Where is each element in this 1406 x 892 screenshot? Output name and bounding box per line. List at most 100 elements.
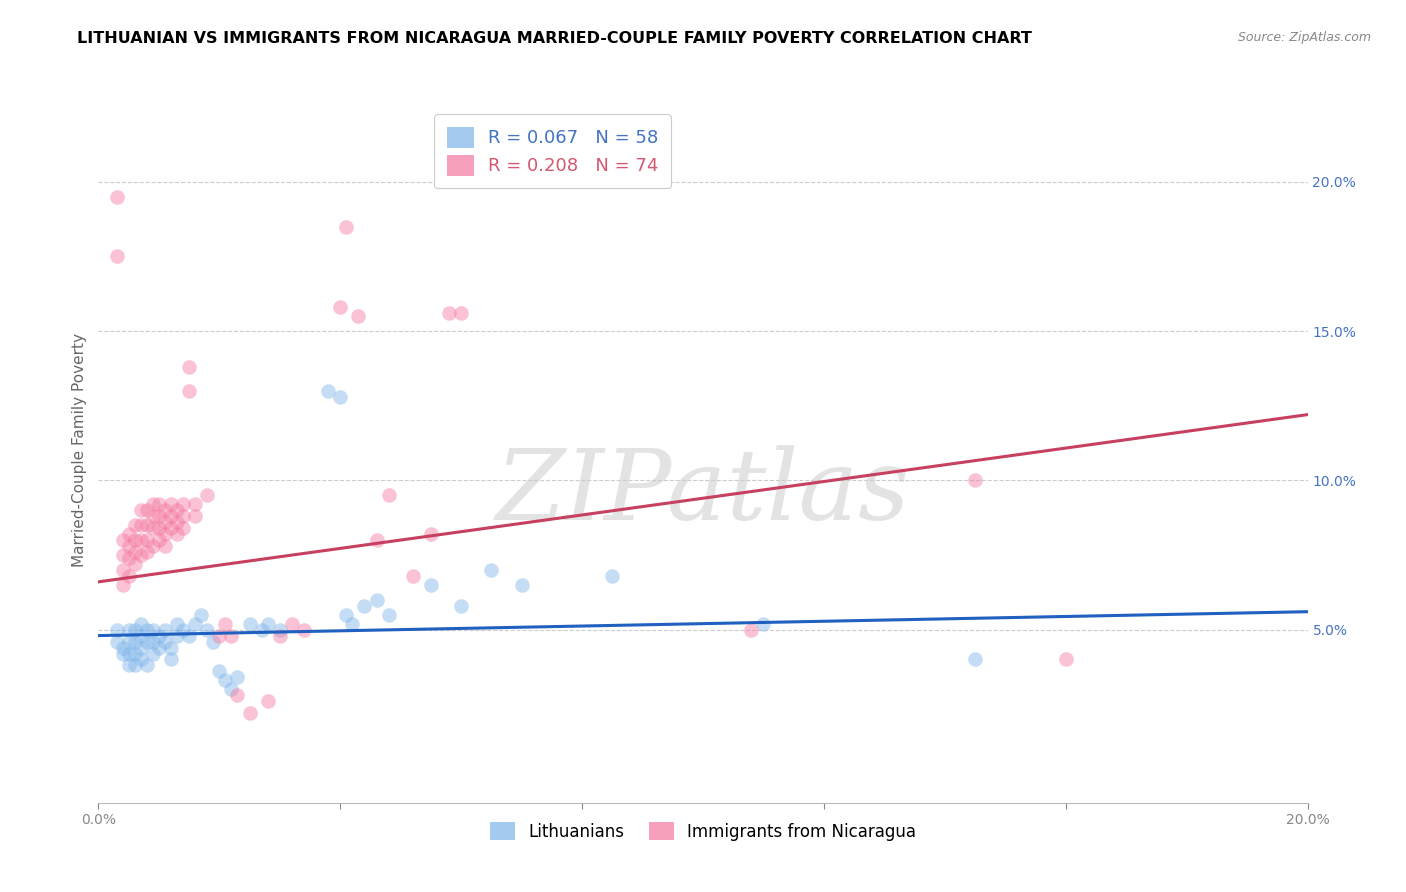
Point bbox=[166, 503, 188, 517]
Point bbox=[450, 599, 472, 613]
Point bbox=[184, 497, 207, 511]
Point bbox=[160, 509, 183, 524]
Point bbox=[129, 616, 152, 631]
Point bbox=[153, 527, 176, 541]
Point bbox=[481, 563, 503, 577]
Point bbox=[129, 533, 152, 547]
Point bbox=[256, 694, 278, 708]
Point bbox=[347, 309, 370, 323]
Point bbox=[329, 390, 352, 404]
Point bbox=[111, 578, 134, 592]
Point bbox=[135, 634, 157, 648]
Point bbox=[129, 629, 152, 643]
Point bbox=[124, 658, 146, 673]
Point bbox=[166, 616, 188, 631]
Point bbox=[179, 629, 201, 643]
Point bbox=[208, 665, 231, 679]
Point bbox=[1054, 652, 1077, 666]
Point bbox=[111, 563, 134, 577]
Point bbox=[740, 623, 762, 637]
Point bbox=[214, 616, 236, 631]
Point bbox=[195, 623, 218, 637]
Point bbox=[221, 682, 243, 697]
Point bbox=[420, 578, 443, 592]
Point bbox=[195, 488, 218, 502]
Point bbox=[179, 384, 201, 398]
Point bbox=[135, 545, 157, 559]
Point bbox=[202, 634, 225, 648]
Point bbox=[153, 515, 176, 529]
Point bbox=[353, 599, 375, 613]
Point bbox=[129, 640, 152, 655]
Point bbox=[269, 629, 291, 643]
Point bbox=[208, 629, 231, 643]
Point bbox=[148, 497, 170, 511]
Point bbox=[148, 521, 170, 535]
Point bbox=[316, 384, 339, 398]
Point bbox=[111, 533, 134, 547]
Point bbox=[172, 521, 194, 535]
Point bbox=[129, 503, 152, 517]
Point bbox=[965, 473, 987, 487]
Point bbox=[105, 189, 128, 203]
Point bbox=[281, 616, 304, 631]
Point bbox=[160, 652, 183, 666]
Point bbox=[135, 503, 157, 517]
Point bbox=[148, 640, 170, 655]
Point bbox=[129, 652, 152, 666]
Point bbox=[160, 521, 183, 535]
Point bbox=[142, 521, 165, 535]
Point bbox=[153, 539, 176, 553]
Point bbox=[342, 616, 364, 631]
Point bbox=[965, 652, 987, 666]
Point bbox=[105, 623, 128, 637]
Point bbox=[135, 658, 157, 673]
Point bbox=[214, 673, 236, 688]
Point bbox=[166, 527, 188, 541]
Point bbox=[166, 629, 188, 643]
Point bbox=[124, 545, 146, 559]
Point bbox=[129, 518, 152, 533]
Point bbox=[366, 533, 388, 547]
Point bbox=[602, 569, 624, 583]
Point bbox=[118, 647, 141, 661]
Point bbox=[184, 509, 207, 524]
Point bbox=[221, 629, 243, 643]
Point bbox=[118, 527, 141, 541]
Point bbox=[105, 634, 128, 648]
Point bbox=[111, 647, 134, 661]
Point bbox=[153, 623, 176, 637]
Point bbox=[142, 623, 165, 637]
Point bbox=[142, 497, 165, 511]
Point bbox=[510, 578, 533, 592]
Point bbox=[135, 623, 157, 637]
Point bbox=[142, 634, 165, 648]
Point bbox=[129, 548, 152, 562]
Point bbox=[124, 533, 146, 547]
Text: Source: ZipAtlas.com: Source: ZipAtlas.com bbox=[1237, 31, 1371, 45]
Point bbox=[366, 592, 388, 607]
Point bbox=[450, 306, 472, 320]
Legend: Lithuanians, Immigrants from Nicaragua: Lithuanians, Immigrants from Nicaragua bbox=[484, 816, 922, 847]
Point bbox=[118, 634, 141, 648]
Point bbox=[335, 607, 357, 622]
Point bbox=[335, 219, 357, 234]
Point bbox=[135, 533, 157, 547]
Point bbox=[124, 623, 146, 637]
Point bbox=[135, 518, 157, 533]
Point bbox=[226, 688, 249, 702]
Point bbox=[105, 249, 128, 263]
Text: ZIPatlas: ZIPatlas bbox=[496, 445, 910, 541]
Point bbox=[752, 616, 775, 631]
Point bbox=[118, 539, 141, 553]
Point bbox=[148, 629, 170, 643]
Point bbox=[153, 634, 176, 648]
Point bbox=[118, 551, 141, 566]
Point bbox=[179, 359, 201, 374]
Point bbox=[190, 607, 212, 622]
Point bbox=[124, 647, 146, 661]
Point bbox=[250, 623, 273, 637]
Point bbox=[172, 509, 194, 524]
Point bbox=[239, 706, 262, 721]
Point bbox=[142, 539, 165, 553]
